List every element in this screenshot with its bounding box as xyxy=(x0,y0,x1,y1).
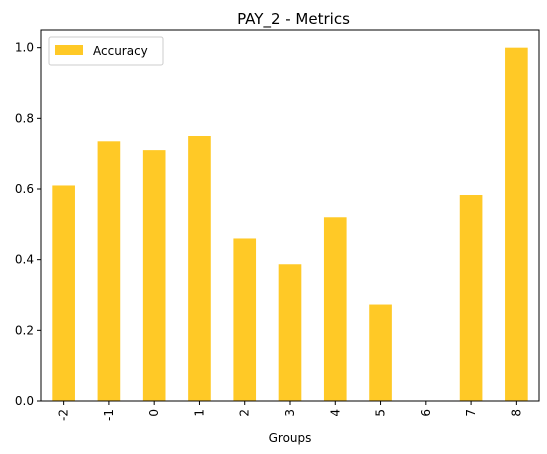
x-tick-label: 4 xyxy=(328,409,342,417)
x-tick-label: 8 xyxy=(509,409,523,417)
x-tick-label: 7 xyxy=(464,409,478,417)
y-tick-label: 0.2 xyxy=(15,323,34,337)
x-axis: -2 -1 0 1 2 3 4 5 6 7 8 xyxy=(57,401,523,421)
plot-frame xyxy=(40,29,540,402)
x-tick-label: 1 xyxy=(192,409,206,417)
bar xyxy=(233,238,257,401)
x-tick-label: 2 xyxy=(238,409,252,417)
chart-title: PAY_2 - Metrics xyxy=(237,10,350,29)
bar xyxy=(323,217,347,401)
legend-label: Accuracy xyxy=(93,44,148,58)
x-tick-label: 0 xyxy=(147,409,161,417)
x-tick-label: -1 xyxy=(102,409,116,421)
y-tick-label: 0.4 xyxy=(15,253,34,267)
y-axis: 0.0 0.2 0.4 0.6 0.8 1.0 xyxy=(15,41,41,408)
legend-box xyxy=(48,36,164,66)
bar xyxy=(278,264,302,401)
legend-swatch xyxy=(55,45,83,55)
y-tick-label: 1.0 xyxy=(15,41,34,55)
x-tick-label: 6 xyxy=(419,409,433,417)
bars xyxy=(52,47,528,402)
x-tick-label: -2 xyxy=(57,409,71,421)
bar xyxy=(97,141,121,402)
legend: Accuracy xyxy=(48,36,164,66)
bar xyxy=(142,150,166,401)
bar xyxy=(505,47,528,402)
bar xyxy=(369,304,392,401)
x-tick-label: 3 xyxy=(283,409,297,417)
y-tick-label: 0.8 xyxy=(15,111,34,125)
x-axis-label: Groups xyxy=(269,431,312,445)
bar xyxy=(52,185,75,401)
y-tick-label: 0.6 xyxy=(15,182,34,196)
x-tick-label: 5 xyxy=(374,409,388,417)
bar xyxy=(188,136,211,401)
y-tick-label: 0.0 xyxy=(15,394,34,408)
bar xyxy=(459,195,483,401)
